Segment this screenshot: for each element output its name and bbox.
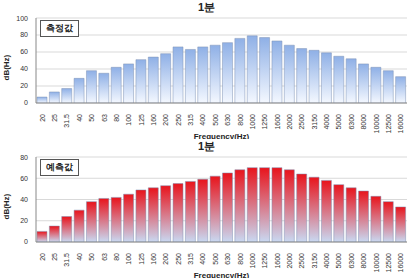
svg-text:20: 20 — [20, 82, 28, 89]
svg-text:16000: 16000 — [397, 114, 404, 134]
svg-text:500: 500 — [212, 114, 219, 126]
html-text:1분: 1분 — [197, 1, 216, 13]
svg-text:5000: 5000 — [335, 253, 342, 269]
svg-text:0: 0 — [24, 99, 28, 106]
svg-text:2500: 2500 — [298, 114, 305, 130]
svg-text:Frequency(Hz): Frequency(Hz) — [194, 271, 250, 278]
svg-text:315: 315 — [187, 253, 194, 265]
svg-text:6300: 6300 — [348, 253, 355, 269]
svg-text:31.5: 31.5 — [63, 253, 70, 267]
svg-text:250: 250 — [175, 253, 182, 265]
svg-text:40: 40 — [76, 253, 83, 261]
svg-text:200: 200 — [162, 114, 169, 126]
svg-text:200: 200 — [162, 253, 169, 265]
svg-text:dB(Hz): dB(Hz) — [8, 54, 11, 80]
svg-text:20: 20 — [20, 217, 28, 224]
svg-text:400: 400 — [199, 253, 206, 265]
svg-text:100: 100 — [16, 15, 28, 21]
svg-text:25: 25 — [51, 114, 58, 122]
svg-text:6300: 6300 — [348, 114, 355, 130]
svg-text:80: 80 — [113, 114, 120, 122]
svg-text:80: 80 — [113, 253, 120, 261]
svg-text:1600: 1600 — [274, 114, 281, 130]
svg-text:0: 0 — [24, 238, 28, 245]
svg-text:5000: 5000 — [335, 114, 342, 130]
svg-text:2000: 2000 — [286, 253, 293, 269]
svg-text:12500: 12500 — [385, 114, 392, 134]
svg-text:400: 400 — [199, 114, 206, 126]
svg-text:1250: 1250 — [261, 114, 268, 130]
html-text:예측값: 예측값 — [46, 162, 73, 172]
svg-text:3150: 3150 — [311, 114, 318, 130]
svg-text:16000: 16000 — [397, 253, 404, 273]
svg-text:25: 25 — [51, 253, 58, 261]
svg-text:800: 800 — [237, 114, 244, 126]
svg-text:800: 800 — [237, 253, 244, 265]
svg-text:10000: 10000 — [373, 114, 380, 134]
svg-text:315: 315 — [187, 114, 194, 126]
html-text:1분: 1분 — [197, 140, 216, 152]
svg-text:1000: 1000 — [249, 114, 256, 130]
svg-text:1000: 1000 — [249, 253, 256, 269]
svg-text:1250: 1250 — [261, 253, 268, 269]
svg-text:125: 125 — [138, 253, 145, 265]
svg-text:8000: 8000 — [360, 253, 367, 269]
svg-text:50: 50 — [88, 253, 95, 261]
svg-text:50: 50 — [88, 114, 95, 122]
svg-text:63: 63 — [101, 114, 108, 122]
svg-text:125: 125 — [138, 114, 145, 126]
svg-text:2500: 2500 — [298, 253, 305, 269]
svg-text:4000: 4000 — [323, 253, 330, 269]
svg-text:10000: 10000 — [373, 253, 380, 273]
svg-text:630: 630 — [224, 114, 231, 126]
svg-text:40: 40 — [20, 196, 28, 203]
svg-text:Frequency(Hz): Frequency(Hz) — [194, 132, 250, 139]
svg-text:160: 160 — [150, 114, 157, 126]
svg-text:63: 63 — [101, 253, 108, 261]
svg-text:160: 160 — [150, 253, 157, 265]
svg-text:40: 40 — [76, 114, 83, 122]
svg-text:60: 60 — [20, 175, 28, 182]
svg-text:3150: 3150 — [311, 253, 318, 269]
svg-text:250: 250 — [175, 114, 182, 126]
svg-text:20: 20 — [39, 114, 46, 122]
svg-text:1600: 1600 — [274, 253, 281, 269]
svg-text:630: 630 — [224, 253, 231, 265]
svg-text:80: 80 — [20, 31, 28, 38]
svg-text:4000: 4000 — [323, 114, 330, 130]
svg-text:80: 80 — [20, 154, 28, 160]
svg-text:40: 40 — [20, 65, 28, 72]
svg-text:dB(Hz): dB(Hz) — [8, 193, 11, 219]
svg-text:8000: 8000 — [360, 114, 367, 130]
svg-text:2000: 2000 — [286, 114, 293, 130]
svg-text:12500: 12500 — [385, 253, 392, 273]
svg-text:500: 500 — [212, 253, 219, 265]
svg-text:100: 100 — [125, 253, 132, 265]
svg-text:60: 60 — [20, 48, 28, 55]
svg-text:100: 100 — [125, 114, 132, 126]
html-text:측정값: 측정값 — [46, 23, 73, 33]
svg-text:31.5: 31.5 — [63, 114, 70, 128]
svg-text:20: 20 — [39, 253, 46, 261]
